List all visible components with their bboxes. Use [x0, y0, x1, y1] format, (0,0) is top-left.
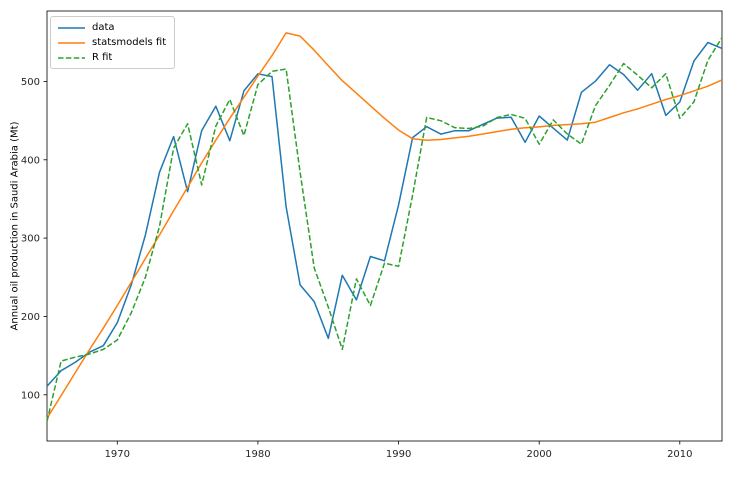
plot-border — [46, 10, 723, 442]
legend-line-sample — [58, 56, 85, 59]
x-tick-label: 2000 — [526, 449, 551, 460]
legend-label: data — [92, 22, 115, 33]
series-line-data — [46, 41, 723, 387]
series-line-R-fit — [46, 37, 723, 422]
y-tick-label: 200 — [21, 312, 40, 323]
x-tick-label: 2010 — [667, 449, 692, 460]
series-line-statsmodels-fit — [46, 32, 723, 419]
legend-box: data statsmodels fit R fit — [50, 16, 176, 69]
legend-label: statsmodels fit — [92, 37, 167, 48]
legend-entry: statsmodels fit — [58, 36, 166, 49]
legend-entry: R fit — [58, 51, 166, 64]
x-tick-label: 1990 — [386, 449, 411, 460]
legend-line-sample — [58, 26, 85, 29]
x-tick-label: 1980 — [245, 449, 270, 460]
y-tick-label: 400 — [21, 155, 40, 166]
y-axis-label: Annual oil production in Saudi Arabia (M… — [9, 121, 21, 331]
legend-line-sample — [58, 41, 85, 44]
y-tick-label: 100 — [21, 390, 40, 401]
y-tick-label: 500 — [21, 77, 40, 88]
x-tick-label: 1970 — [105, 449, 130, 460]
legend-label: R fit — [92, 52, 113, 63]
legend-entry: data — [58, 21, 166, 34]
y-tick-label: 300 — [21, 234, 40, 245]
